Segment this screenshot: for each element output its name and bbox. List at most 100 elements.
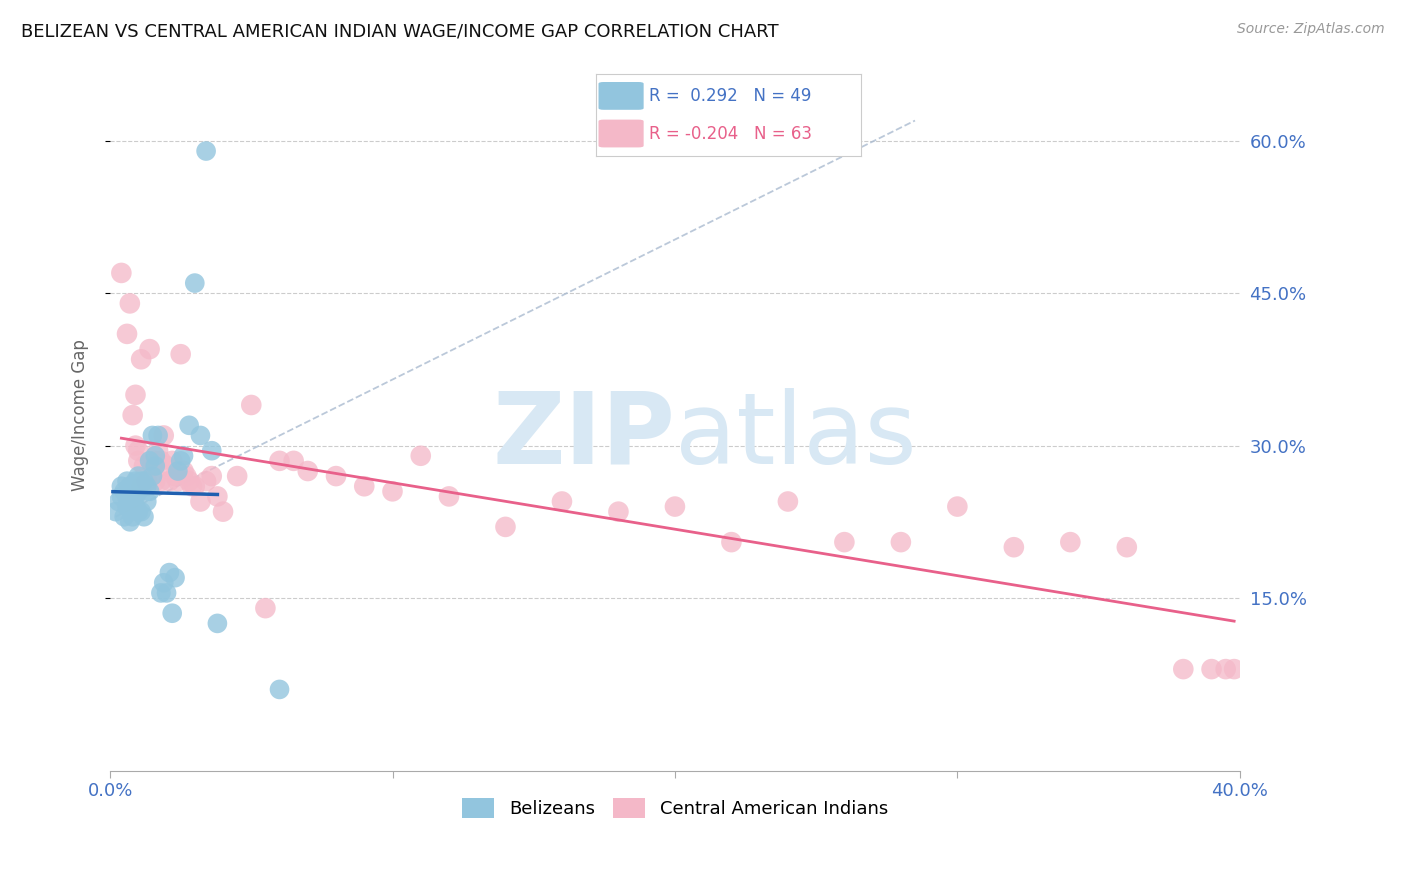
- Point: [1173, 662, 1195, 676]
- Point: [104, 505, 127, 519]
- Point: [195, 144, 218, 158]
- Point: [776, 494, 799, 508]
- Point: [127, 484, 149, 499]
- Point: [135, 474, 157, 488]
- Point: [121, 408, 143, 422]
- Point: [107, 494, 129, 508]
- Point: [1002, 540, 1025, 554]
- Point: [381, 484, 404, 499]
- Point: [163, 469, 186, 483]
- Point: [127, 454, 149, 468]
- Point: [160, 606, 183, 620]
- Point: [149, 454, 172, 468]
- Point: [297, 464, 319, 478]
- Point: [176, 469, 198, 483]
- Point: [110, 490, 132, 504]
- Point: [1201, 662, 1223, 676]
- Point: [121, 509, 143, 524]
- Point: [201, 469, 224, 483]
- Point: [124, 490, 146, 504]
- Point: [115, 326, 138, 341]
- Point: [195, 474, 218, 488]
- Point: [207, 490, 229, 504]
- Point: [409, 449, 432, 463]
- Point: [146, 428, 169, 442]
- Point: [179, 474, 201, 488]
- Point: [720, 535, 742, 549]
- Point: [132, 458, 155, 473]
- Point: [155, 586, 177, 600]
- Point: [146, 443, 169, 458]
- Point: [269, 682, 291, 697]
- Point: [607, 505, 630, 519]
- Point: [135, 494, 157, 508]
- Point: [946, 500, 969, 514]
- Point: [179, 418, 201, 433]
- Point: [143, 454, 166, 468]
- Point: [157, 474, 180, 488]
- Point: [124, 500, 146, 514]
- Point: [118, 515, 141, 529]
- Point: [121, 484, 143, 499]
- Point: [201, 443, 224, 458]
- Point: [132, 509, 155, 524]
- Point: [115, 500, 138, 514]
- Point: [115, 474, 138, 488]
- Point: [124, 388, 146, 402]
- Point: [325, 469, 347, 483]
- Point: [173, 464, 195, 478]
- Point: [184, 276, 207, 290]
- Point: [118, 296, 141, 310]
- Point: [166, 474, 188, 488]
- Point: [1215, 662, 1237, 676]
- Point: [115, 490, 138, 504]
- Text: ZIP: ZIP: [492, 388, 675, 485]
- Point: [163, 571, 186, 585]
- Point: [124, 474, 146, 488]
- Point: [254, 601, 277, 615]
- Point: [1223, 662, 1246, 676]
- Point: [149, 474, 172, 488]
- Point: [890, 535, 912, 549]
- Point: [240, 398, 263, 412]
- Point: [173, 449, 195, 463]
- Point: [129, 505, 152, 519]
- Y-axis label: Wage/Income Gap: Wage/Income Gap: [72, 339, 89, 491]
- Point: [138, 342, 160, 356]
- Point: [132, 474, 155, 488]
- Point: [124, 439, 146, 453]
- Legend: Belizeans, Central American Indians: Belizeans, Central American Indians: [454, 790, 896, 826]
- Point: [155, 458, 177, 473]
- Point: [149, 586, 172, 600]
- Point: [170, 347, 193, 361]
- Point: [110, 479, 132, 493]
- Point: [551, 494, 574, 508]
- Point: [152, 575, 174, 590]
- Point: [834, 535, 856, 549]
- Text: Source: ZipAtlas.com: Source: ZipAtlas.com: [1237, 22, 1385, 37]
- Point: [141, 469, 163, 483]
- Point: [207, 616, 229, 631]
- Point: [152, 428, 174, 442]
- Point: [170, 454, 193, 468]
- Text: BELIZEAN VS CENTRAL AMERICAN INDIAN WAGE/INCOME GAP CORRELATION CHART: BELIZEAN VS CENTRAL AMERICAN INDIAN WAGE…: [21, 22, 779, 40]
- Text: atlas: atlas: [675, 388, 917, 485]
- Point: [437, 490, 460, 504]
- Point: [127, 505, 149, 519]
- Point: [269, 454, 291, 468]
- Point: [143, 458, 166, 473]
- Point: [112, 484, 135, 499]
- Point: [129, 352, 152, 367]
- Point: [181, 479, 204, 493]
- Point: [127, 443, 149, 458]
- Point: [143, 474, 166, 488]
- Point: [141, 428, 163, 442]
- Point: [353, 479, 375, 493]
- Point: [664, 500, 686, 514]
- Point: [110, 266, 132, 280]
- Point: [143, 449, 166, 463]
- Point: [283, 454, 305, 468]
- Point: [118, 494, 141, 508]
- Point: [190, 428, 212, 442]
- Point: [190, 494, 212, 508]
